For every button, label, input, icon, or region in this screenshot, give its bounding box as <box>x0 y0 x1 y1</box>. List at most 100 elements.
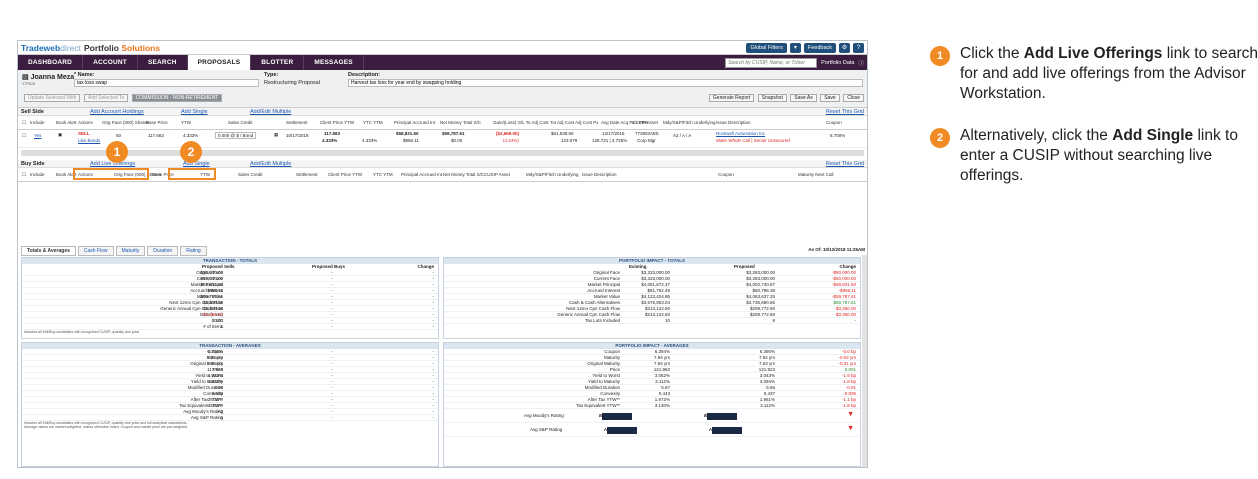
tab-duration[interactable]: Duration <box>147 246 179 256</box>
save-as-button[interactable]: Save As <box>790 94 817 102</box>
proposal-name-field[interactable] <box>74 79 259 87</box>
metric-label: Original Face <box>593 270 620 275</box>
metric-value: $3,283,000.00 <box>746 270 775 275</box>
tab-cash-flow[interactable]: Cash Flow <box>77 246 114 256</box>
metric-value: - <box>432 324 435 329</box>
vertical-scrollbar[interactable] <box>862 255 867 467</box>
sales-credit-field[interactable]: 0.000 @ $ / Bond <box>215 132 257 139</box>
metric-value: - <box>331 409 334 414</box>
callout-badge-2: 2 <box>180 141 202 163</box>
portfolio-data-link[interactable]: Portfolio Data <box>821 59 855 66</box>
metric-row: Modified Duration 5.67 5.66 -0.01 <box>444 385 860 391</box>
sell-reset-grid-link[interactable]: Reset This Grid <box>825 109 864 115</box>
tab-totals-averages[interactable]: Totals & Averages <box>21 246 76 256</box>
close-button[interactable]: Close <box>843 94 864 102</box>
metric-label: After Tax YTW** <box>587 397 620 402</box>
sell-row[interactable]: ☐ Yes ▣ SELL Like Bonds 50 117.663 4.333… <box>18 130 867 148</box>
sp-label: Avg S&P Rating <box>530 427 563 432</box>
logo: Tradewebdirect Portfolio Solutions <box>21 42 161 53</box>
update-selected-button[interactable]: Update Selected With <box>24 94 81 102</box>
add-selected-button[interactable]: Add Selected To <box>83 94 129 102</box>
metric-value: 0.437 <box>763 391 775 396</box>
metric-value: 10 <box>664 318 670 323</box>
add-account-holdings-link[interactable]: Add Account Holdings <box>90 109 144 115</box>
menu-icon[interactable]: ▾ <box>789 42 801 53</box>
global-filters-button[interactable]: Global Filters <box>746 42 787 53</box>
description-field[interactable] <box>348 79 863 87</box>
metric-value: 4.333% <box>207 373 223 378</box>
sell-side-header: Sell Side Add Account Holdings Add Singl… <box>18 108 867 116</box>
metric-value: $4,061,672.37 <box>641 282 670 287</box>
generate-report-button[interactable]: Generate Report <box>708 94 755 102</box>
add-live-offerings-link[interactable]: Add Live Offerings <box>90 161 136 167</box>
metric-label: Yield to Maturity <box>190 379 223 384</box>
metric-value: - <box>432 270 435 275</box>
buy-add-edit-multiple-link[interactable]: Add/Edit Multiple <box>250 161 292 167</box>
metric-row: Original Maturity 7.94 yrs 7.63 yrs -0.31 y… <box>444 361 860 367</box>
tab-rating[interactable]: Rating <box>180 246 207 256</box>
buy-add-single-link[interactable]: Add Single <box>183 161 210 167</box>
sell-scrollbar[interactable] <box>21 150 864 156</box>
metric-label: Maturity <box>206 355 223 360</box>
acq-value: 128.721 | 3.725% <box>592 138 628 143</box>
metric-value: - <box>432 367 435 372</box>
sell-add-single-link[interactable]: Add Single <box>181 109 208 115</box>
save-button[interactable]: Save <box>820 94 840 102</box>
metric-row: Tax Equivalent YTW** 3.130% 3.112% -1.8 bp <box>444 403 860 409</box>
metric-row: Cash & Cash Alternatives $3,676,903.04 $3,… <box>444 300 860 306</box>
feedback-button[interactable]: Feedback <box>803 42 836 53</box>
tab-messages[interactable]: MESSAGES <box>304 55 364 70</box>
sell-add-edit-multiple-link[interactable]: Add/Edit Multiple <box>250 109 292 115</box>
metric-value: $58,831.50 <box>200 282 223 287</box>
metric-value: - <box>432 300 435 305</box>
metric-value: 7.63 yrs <box>758 361 775 366</box>
tab-account[interactable]: ACCOUNT <box>83 55 138 70</box>
type-label: Type: <box>264 72 279 78</box>
net-money-value: $59,787.61 <box>442 131 465 136</box>
buy-reset-grid-link[interactable]: Reset This Grid <box>825 161 864 167</box>
averages-footnote-1: Includes all Sell/Buy candidates with re… <box>24 421 188 425</box>
metric-row: After Tax YTW** 2.730% - - <box>22 397 438 403</box>
tab-maturity[interactable]: Maturity <box>115 246 146 256</box>
metric-value: $4,063,637.25 <box>746 294 775 299</box>
metric-value: $59,787.61 <box>200 294 223 299</box>
buy-side-header: Buy Side Add Live Offerings Add Single A… <box>18 160 867 168</box>
tab-dashboard[interactable]: DASHBOARD <box>18 55 84 70</box>
metric-value: - <box>331 282 334 287</box>
issue-link[interactable]: Rockwell Automation Inc <box>716 131 766 136</box>
metric-value: - <box>432 385 435 390</box>
metric-value: 1.972% <box>654 397 670 402</box>
metric-value: -0.02 yrs <box>838 355 856 360</box>
metric-value: - <box>331 349 334 354</box>
metric-value: 3.043% <box>759 373 775 378</box>
include-checkbox[interactable]: ☐ <box>22 133 27 138</box>
metric-value: $213,122.50 <box>644 306 670 311</box>
tab-search[interactable]: SEARCH <box>138 55 188 70</box>
metric-value: 0.666 <box>211 391 223 396</box>
search-input[interactable] <box>725 57 818 68</box>
help-icon[interactable]: ? <box>853 42 864 53</box>
metric-label: Next 12mo Cpn Cash Flow <box>566 306 620 311</box>
sell-action[interactable]: SELL <box>78 131 90 136</box>
metric-row: Current Face $50,000.00 - - <box>22 276 438 282</box>
buy-table-header: ☐ Include Book Alert Actions Orig Face (… <box>18 168 867 182</box>
transaction-totals-panel: TRANSACTION - TOTALS Proposed Sells Prop… <box>21 257 439 339</box>
metric-label: Yield to Maturity <box>587 379 620 384</box>
gear-icon[interactable]: ⚙ <box>839 42 850 53</box>
info-icon[interactable]: ⓘ <box>858 60 864 67</box>
metric-label: Next 12mo Cpn Cash Flow <box>169 300 223 305</box>
tab-blotter[interactable]: BLOTTER <box>251 55 305 70</box>
commission-dropdown[interactable]: COMMISSION - NON-RETIREMENT <box>131 94 223 102</box>
metric-value: -1.9 bp <box>841 373 856 378</box>
metric-value: -$59,787.61 <box>831 294 856 299</box>
metric-value: 121.923 <box>758 367 775 372</box>
like-bonds-link[interactable]: Like Bonds <box>78 138 101 143</box>
calendar-icon[interactable]: ▦ <box>274 132 279 137</box>
alert-icon: ▣ <box>58 132 63 137</box>
snapshot-button[interactable]: Snapshot <box>757 94 787 102</box>
instruction-1-text: Click the Add Live Offerings link to sea… <box>960 45 1258 102</box>
book-alert-link[interactable]: Yes <box>34 133 42 138</box>
tab-proposals[interactable]: PROPOSALS <box>187 55 252 70</box>
client-id: YTPS26 <box>22 82 36 86</box>
metric-value: -$3,350.00 <box>834 312 856 317</box>
